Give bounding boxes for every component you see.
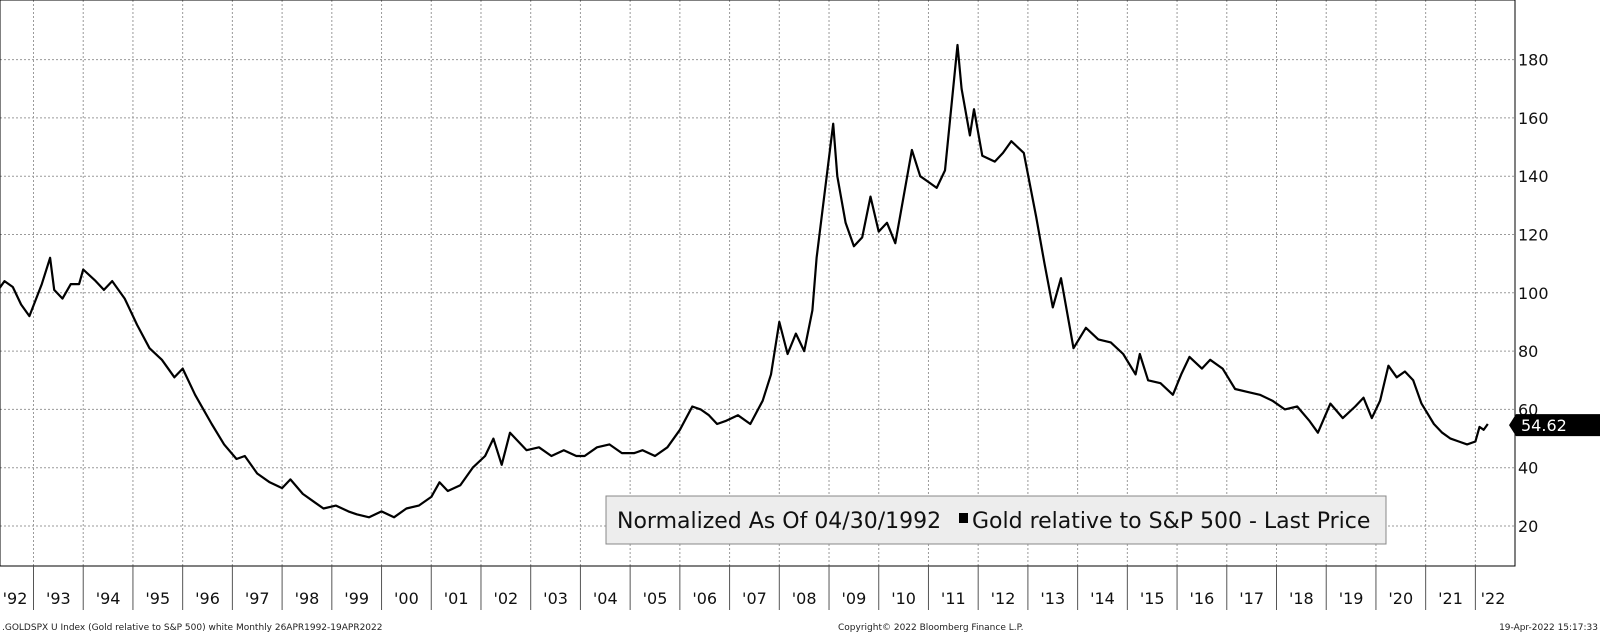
y-tick-label: 80 bbox=[1518, 342, 1538, 361]
x-tick-label: '93 bbox=[46, 589, 71, 608]
x-tick-label: '99 bbox=[344, 589, 369, 608]
x-tick-label: '11 bbox=[941, 589, 966, 608]
legend-entry: Gold relative to S&P 500 - Last Price bbox=[972, 509, 1370, 534]
legend: Normalized As Of 04/30/1992 Gold relativ… bbox=[605, 495, 1387, 545]
y-tick-label: 20 bbox=[1518, 517, 1538, 536]
x-tick-label: '13 bbox=[1040, 589, 1065, 608]
x-tick-label: '02 bbox=[493, 589, 518, 608]
x-tick-label: '98 bbox=[295, 589, 320, 608]
x-tick-label: '19 bbox=[1339, 589, 1364, 608]
plot-frame bbox=[0, 0, 1516, 567]
x-tick-label: '04 bbox=[593, 589, 618, 608]
x-tick-label: '22 bbox=[1481, 589, 1506, 608]
x-tick-label: '08 bbox=[792, 589, 817, 608]
y-tick-label: 160 bbox=[1518, 109, 1549, 128]
y-tick-label: 140 bbox=[1518, 167, 1549, 186]
y-tick-label: 180 bbox=[1518, 51, 1549, 70]
x-tick-label: '95 bbox=[145, 589, 170, 608]
grid bbox=[0, 0, 1515, 566]
legend-box bbox=[605, 495, 1387, 545]
x-tick-label: '17 bbox=[1239, 589, 1264, 608]
x-tick-label: '01 bbox=[444, 589, 469, 608]
x-tick-label: '14 bbox=[1090, 589, 1115, 608]
x-tick-label: '05 bbox=[643, 589, 668, 608]
x-tick-label: '06 bbox=[692, 589, 717, 608]
y-tick-label: 100 bbox=[1518, 284, 1549, 303]
x-tick-label: '92 bbox=[3, 589, 28, 608]
x-tick-label: '00 bbox=[394, 589, 419, 608]
y-tick-label: 40 bbox=[1518, 459, 1538, 478]
x-tick-label: '09 bbox=[841, 589, 866, 608]
x-tick-label: '07 bbox=[742, 589, 767, 608]
footer-timestamp: 19-Apr-2022 15:17:33 bbox=[1499, 623, 1598, 633]
x-tick-label: '10 bbox=[891, 589, 916, 608]
x-tick-label: '20 bbox=[1388, 589, 1413, 608]
x-tick-label: '97 bbox=[245, 589, 270, 608]
legend-normalized-label: Normalized As Of 04/30/1992 bbox=[617, 509, 941, 534]
footer-copyright: Copyright© 2022 Bloomberg Finance L.P. bbox=[838, 623, 1024, 633]
x-tick-label: '18 bbox=[1289, 589, 1314, 608]
x-tick-label: '15 bbox=[1140, 589, 1165, 608]
y-tick-label: 120 bbox=[1518, 226, 1549, 245]
x-tick-label: '12 bbox=[991, 589, 1016, 608]
x-tick-label: '16 bbox=[1190, 589, 1215, 608]
x-tick-label: '03 bbox=[543, 589, 568, 608]
legend-swatch bbox=[959, 513, 968, 523]
x-tick-label: '94 bbox=[96, 589, 121, 608]
last-price-marker: 54.62 bbox=[1509, 414, 1600, 437]
x-tick-label: '96 bbox=[195, 589, 220, 608]
footer-source: .GOLDSPX U Index (Gold relative to S&P 5… bbox=[2, 623, 383, 633]
x-axis: '92 '93 '94 '95 '96 '97 '98 '99 '00 '01 '02 '03 '04 '… bbox=[3, 566, 1506, 610]
last-price-label: 54.62 bbox=[1521, 416, 1567, 435]
x-tick-label: '21 bbox=[1438, 589, 1463, 608]
series-line bbox=[0, 43, 1489, 519]
